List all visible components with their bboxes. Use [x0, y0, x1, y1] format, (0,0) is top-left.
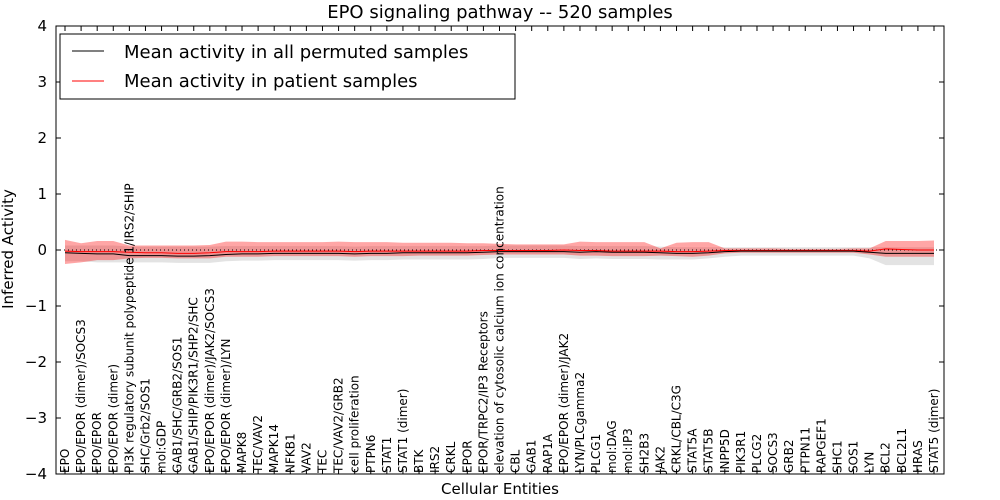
patient-mean-line	[64, 248, 934, 254]
x-tick-label: EPO/EPOR (dimer)	[106, 364, 120, 473]
y-tick-label: 0	[37, 241, 47, 259]
x-tick-label: LYN	[863, 452, 877, 473]
x-tick-label: mol:GDP	[155, 421, 169, 473]
x-tick-label: MAPK14	[267, 424, 281, 473]
chart-title: EPO signaling pathway -- 520 samples	[327, 2, 673, 23]
x-tick-label: LYN/PLCgamma2	[573, 372, 587, 473]
x-tick-label: EPOR/TRPC2/IP3 Receptors	[476, 311, 490, 473]
x-axis-label: Cellular Entities	[441, 480, 559, 498]
x-tick-label: BCL2L1	[895, 428, 909, 473]
x-tick-label: GAB1	[525, 440, 539, 473]
x-tick-label: STAT1	[380, 437, 394, 473]
x-tick-label: TEC/VAV2	[251, 415, 265, 474]
x-tick-label: EPO/EPOR (dimer)/LYN	[219, 339, 233, 473]
x-tick-label: VAV2	[299, 442, 313, 473]
y-tick-label: 2	[37, 129, 47, 147]
permuted-mean-line	[64, 250, 934, 257]
x-tick-label: PI3K regulatory subunit polypeptide 1/IR…	[122, 183, 136, 473]
legend-frame	[59, 33, 516, 100]
x-tick-label: EPO/EPOR	[90, 412, 104, 473]
x-tick-label: PTPN6	[364, 435, 378, 473]
x-tick-label: TEC/VAV2/GRB2	[332, 377, 346, 474]
x-tick-label: SHC1	[830, 440, 844, 473]
x-tick-label: mol:IP3	[621, 428, 635, 473]
y-tick-label: 1	[37, 185, 47, 203]
x-tick-label: EPO/EPOR (dimer)/JAK2	[557, 333, 571, 473]
y-tick-label: 4	[37, 17, 47, 35]
x-tick-label: SOCS3	[766, 432, 780, 473]
x-tick-label: HRAS	[911, 440, 925, 473]
x-tick-label: PIK3R1	[734, 431, 748, 473]
legend-label-patient: Mean activity in patient samples	[124, 71, 418, 92]
x-tick-label: BCL2	[879, 442, 893, 473]
x-tick-label: MAPK8	[235, 432, 249, 473]
x-tick-label: RAP1A	[541, 433, 555, 473]
x-tick-label: mol:DAG	[605, 420, 619, 473]
x-tick-label: elevation of cytosolic calcium ion conce…	[493, 186, 507, 473]
x-tick-label: CRKL/CBL/C3G	[670, 385, 684, 473]
y-tick-label: −2	[25, 353, 47, 371]
x-tick-label: SOS1	[847, 441, 861, 473]
x-tick-label: EPO	[58, 449, 72, 473]
x-tick-label: INPP5D	[718, 429, 732, 473]
y-tick-label: −4	[25, 465, 47, 483]
x-tick-label: CBL	[509, 449, 523, 473]
x-tick-label: STAT5A	[686, 428, 700, 473]
x-tick-label: EPO/EPOR (dimer)/JAK2/SOCS3	[203, 288, 217, 473]
x-tick-label: GAB1/SHC/GRB2/SOS1	[171, 337, 185, 473]
x-tick-label: NFKB1	[283, 433, 297, 473]
x-tick-label: GAB1/SHIP/PIK3R1/SHP2/SHC	[187, 297, 201, 473]
x-tick-label: JAK2	[653, 446, 667, 474]
x-tick-label: PLCG2	[750, 434, 764, 473]
legend-label-permuted: Mean activity in all permuted samples	[124, 42, 468, 63]
x-tick-label: STAT5 (dimer)	[927, 389, 941, 473]
x-tick-label: GRB2	[782, 439, 796, 473]
x-tick-label: TEC	[315, 450, 329, 474]
x-tick-label: BTK	[412, 448, 426, 473]
x-tick-label: RAPGEF1	[814, 418, 828, 473]
x-tick-label: SHC/Grb2/SOS1	[138, 378, 152, 473]
y-axis-label: Inferred Activity	[0, 189, 17, 309]
x-tick-label: STAT1 (dimer)	[396, 389, 410, 473]
x-tick-label: IRS2	[428, 446, 442, 473]
x-tick-label: PLCG1	[589, 434, 603, 473]
x-tick-label: cell proliferation	[348, 375, 362, 473]
x-tick-label: SH2B3	[637, 433, 651, 473]
legend: Mean activity in all permuted samples Me…	[59, 33, 516, 100]
x-tick-label: EPOR	[460, 440, 474, 473]
y-tick-label: 3	[37, 73, 47, 91]
y-tick-label: −3	[25, 409, 47, 427]
x-tick-label: EPO/EPOR (dimer)/SOCS3	[74, 319, 88, 473]
x-tick-label: STAT5B	[702, 429, 716, 474]
x-tick-label: PTPN11	[798, 427, 812, 473]
y-tick-label: −1	[25, 297, 47, 315]
x-tick-label: CRKL	[444, 441, 458, 473]
